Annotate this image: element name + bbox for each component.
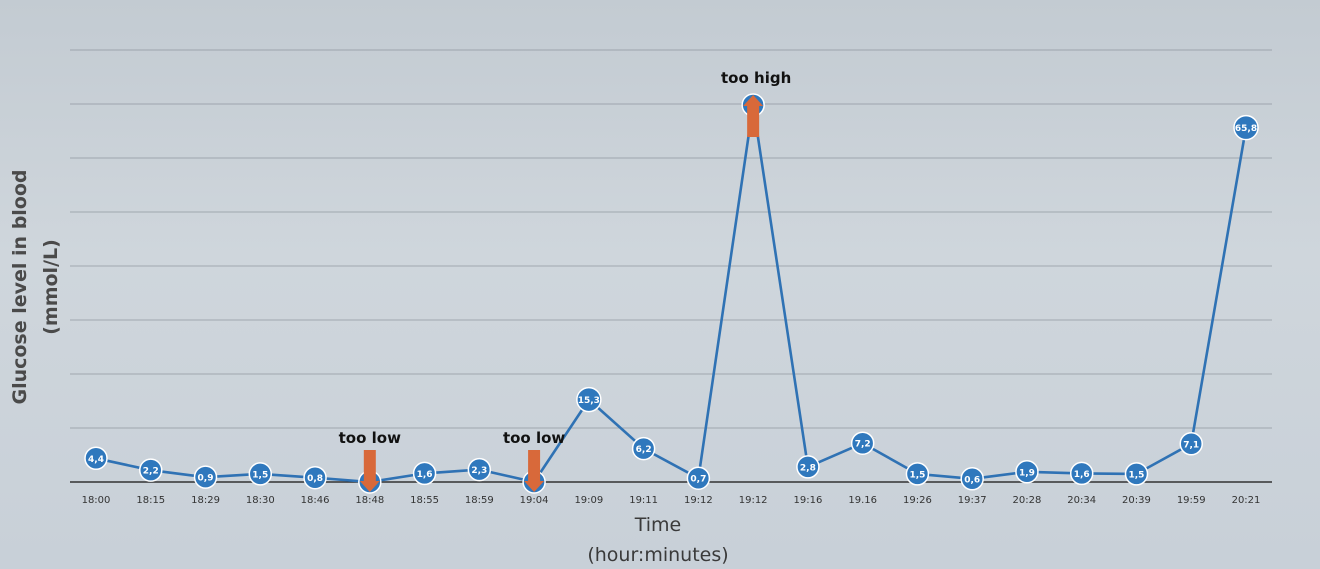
x-tick-label: 18:29 xyxy=(191,495,220,506)
data-label: 1,5 xyxy=(909,470,925,480)
data-label: 4,4 xyxy=(88,455,104,465)
data-label: 1,5 xyxy=(1128,470,1144,480)
x-tick-label: 19:26 xyxy=(903,495,932,506)
data-point xyxy=(139,458,163,482)
data-label: 0,9 xyxy=(198,474,214,484)
y-axis-title: Glucose level in blood xyxy=(9,169,31,404)
x-tick-label: 18:00 xyxy=(82,495,111,506)
y-axis-subtitle: (mmol/L) xyxy=(40,239,62,335)
x-tick-label: 18:15 xyxy=(136,495,165,506)
data-point xyxy=(84,446,108,471)
data-point xyxy=(1124,462,1149,486)
x-tick-label: 18:46 xyxy=(301,495,330,506)
x-tick-label: 19:59 xyxy=(1177,495,1206,506)
x-tick-label: 18:55 xyxy=(410,495,439,506)
data-label: 2,3 xyxy=(471,466,487,476)
data-label: 1,5 xyxy=(252,470,268,480)
x-tick-label: 19:11 xyxy=(629,495,658,506)
data-point xyxy=(631,436,656,461)
up-arrow-icon xyxy=(743,95,764,137)
data-label: 15,3 xyxy=(578,396,600,406)
down-arrow-icon xyxy=(524,450,545,492)
data-point xyxy=(412,461,437,486)
x-tick-label: 20:34 xyxy=(1067,495,1096,506)
data-label: 2,2 xyxy=(143,467,159,477)
x-tick-label: 18:30 xyxy=(246,495,275,506)
data-point xyxy=(193,465,218,489)
x-tick-label: 19:04 xyxy=(520,495,549,506)
data-point xyxy=(1015,460,1039,484)
x-tick-label: 19.16 xyxy=(848,495,877,506)
annotation-arrow: too high xyxy=(721,69,791,137)
x-axis-title: Time xyxy=(634,514,682,536)
x-tick-label: 19:37 xyxy=(958,495,987,506)
data-label: 2,8 xyxy=(800,463,816,473)
data-label: 1,6 xyxy=(417,470,433,480)
data-label: 1,9 xyxy=(1019,468,1035,478)
data-point xyxy=(467,457,492,482)
x-tick-label: 19:12 xyxy=(684,495,713,506)
annotation-label: too high xyxy=(721,69,791,87)
annotation-label: too low xyxy=(339,429,401,447)
x-tick-labels: 18:00 18:15 18:29 18:30 18:46 18:48 18:55 18:59… xyxy=(82,495,1261,506)
data-point xyxy=(686,466,711,490)
data-label: 0,8 xyxy=(307,474,323,484)
x-tick-label: 18:59 xyxy=(465,495,494,506)
data-point xyxy=(248,462,273,486)
annotations: too low too low too high xyxy=(339,69,791,492)
data-label: 0,7 xyxy=(690,475,706,485)
x-tick-label: 19:16 xyxy=(793,495,822,506)
data-label: 7,2 xyxy=(855,440,871,450)
data-point xyxy=(960,467,984,491)
x-axis-subtitle: (hour:minutes) xyxy=(587,544,728,566)
data-point xyxy=(850,431,875,455)
x-tick-label: 19:12 xyxy=(739,495,768,506)
data-label: 6,2 xyxy=(636,445,652,455)
data-point xyxy=(1069,461,1094,486)
data-label: 0,6 xyxy=(964,475,980,485)
annotation-arrow: too low xyxy=(503,429,565,492)
data-label: 65,8 xyxy=(1235,124,1257,134)
data-point xyxy=(1179,432,1203,456)
data-label: 1,6 xyxy=(1074,470,1090,480)
down-arrow-icon xyxy=(359,450,380,492)
series-line xyxy=(95,103,1248,484)
gridlines xyxy=(70,49,1272,429)
x-tick-label: 20:21 xyxy=(1232,495,1261,506)
data-label: 7,1 xyxy=(1183,440,1199,450)
data-points: 4,4 2,2 0,9 1,5 0,8 1,6 2,3 15,3 6,2 0,7 2,8 7,2 1,5… xyxy=(84,93,1259,494)
data-point xyxy=(905,462,930,486)
data-point xyxy=(796,455,820,479)
annotation-label: too low xyxy=(503,429,565,447)
x-tick-label: 20:28 xyxy=(1013,495,1042,506)
x-tick-label: 20:39 xyxy=(1122,495,1151,506)
data-point xyxy=(1233,114,1259,141)
data-point xyxy=(303,465,327,490)
annotation-arrow: too low xyxy=(339,429,401,492)
data-point xyxy=(576,386,602,413)
x-tick-label: 19:09 xyxy=(574,495,603,506)
x-tick-label: 18:48 xyxy=(355,495,384,506)
